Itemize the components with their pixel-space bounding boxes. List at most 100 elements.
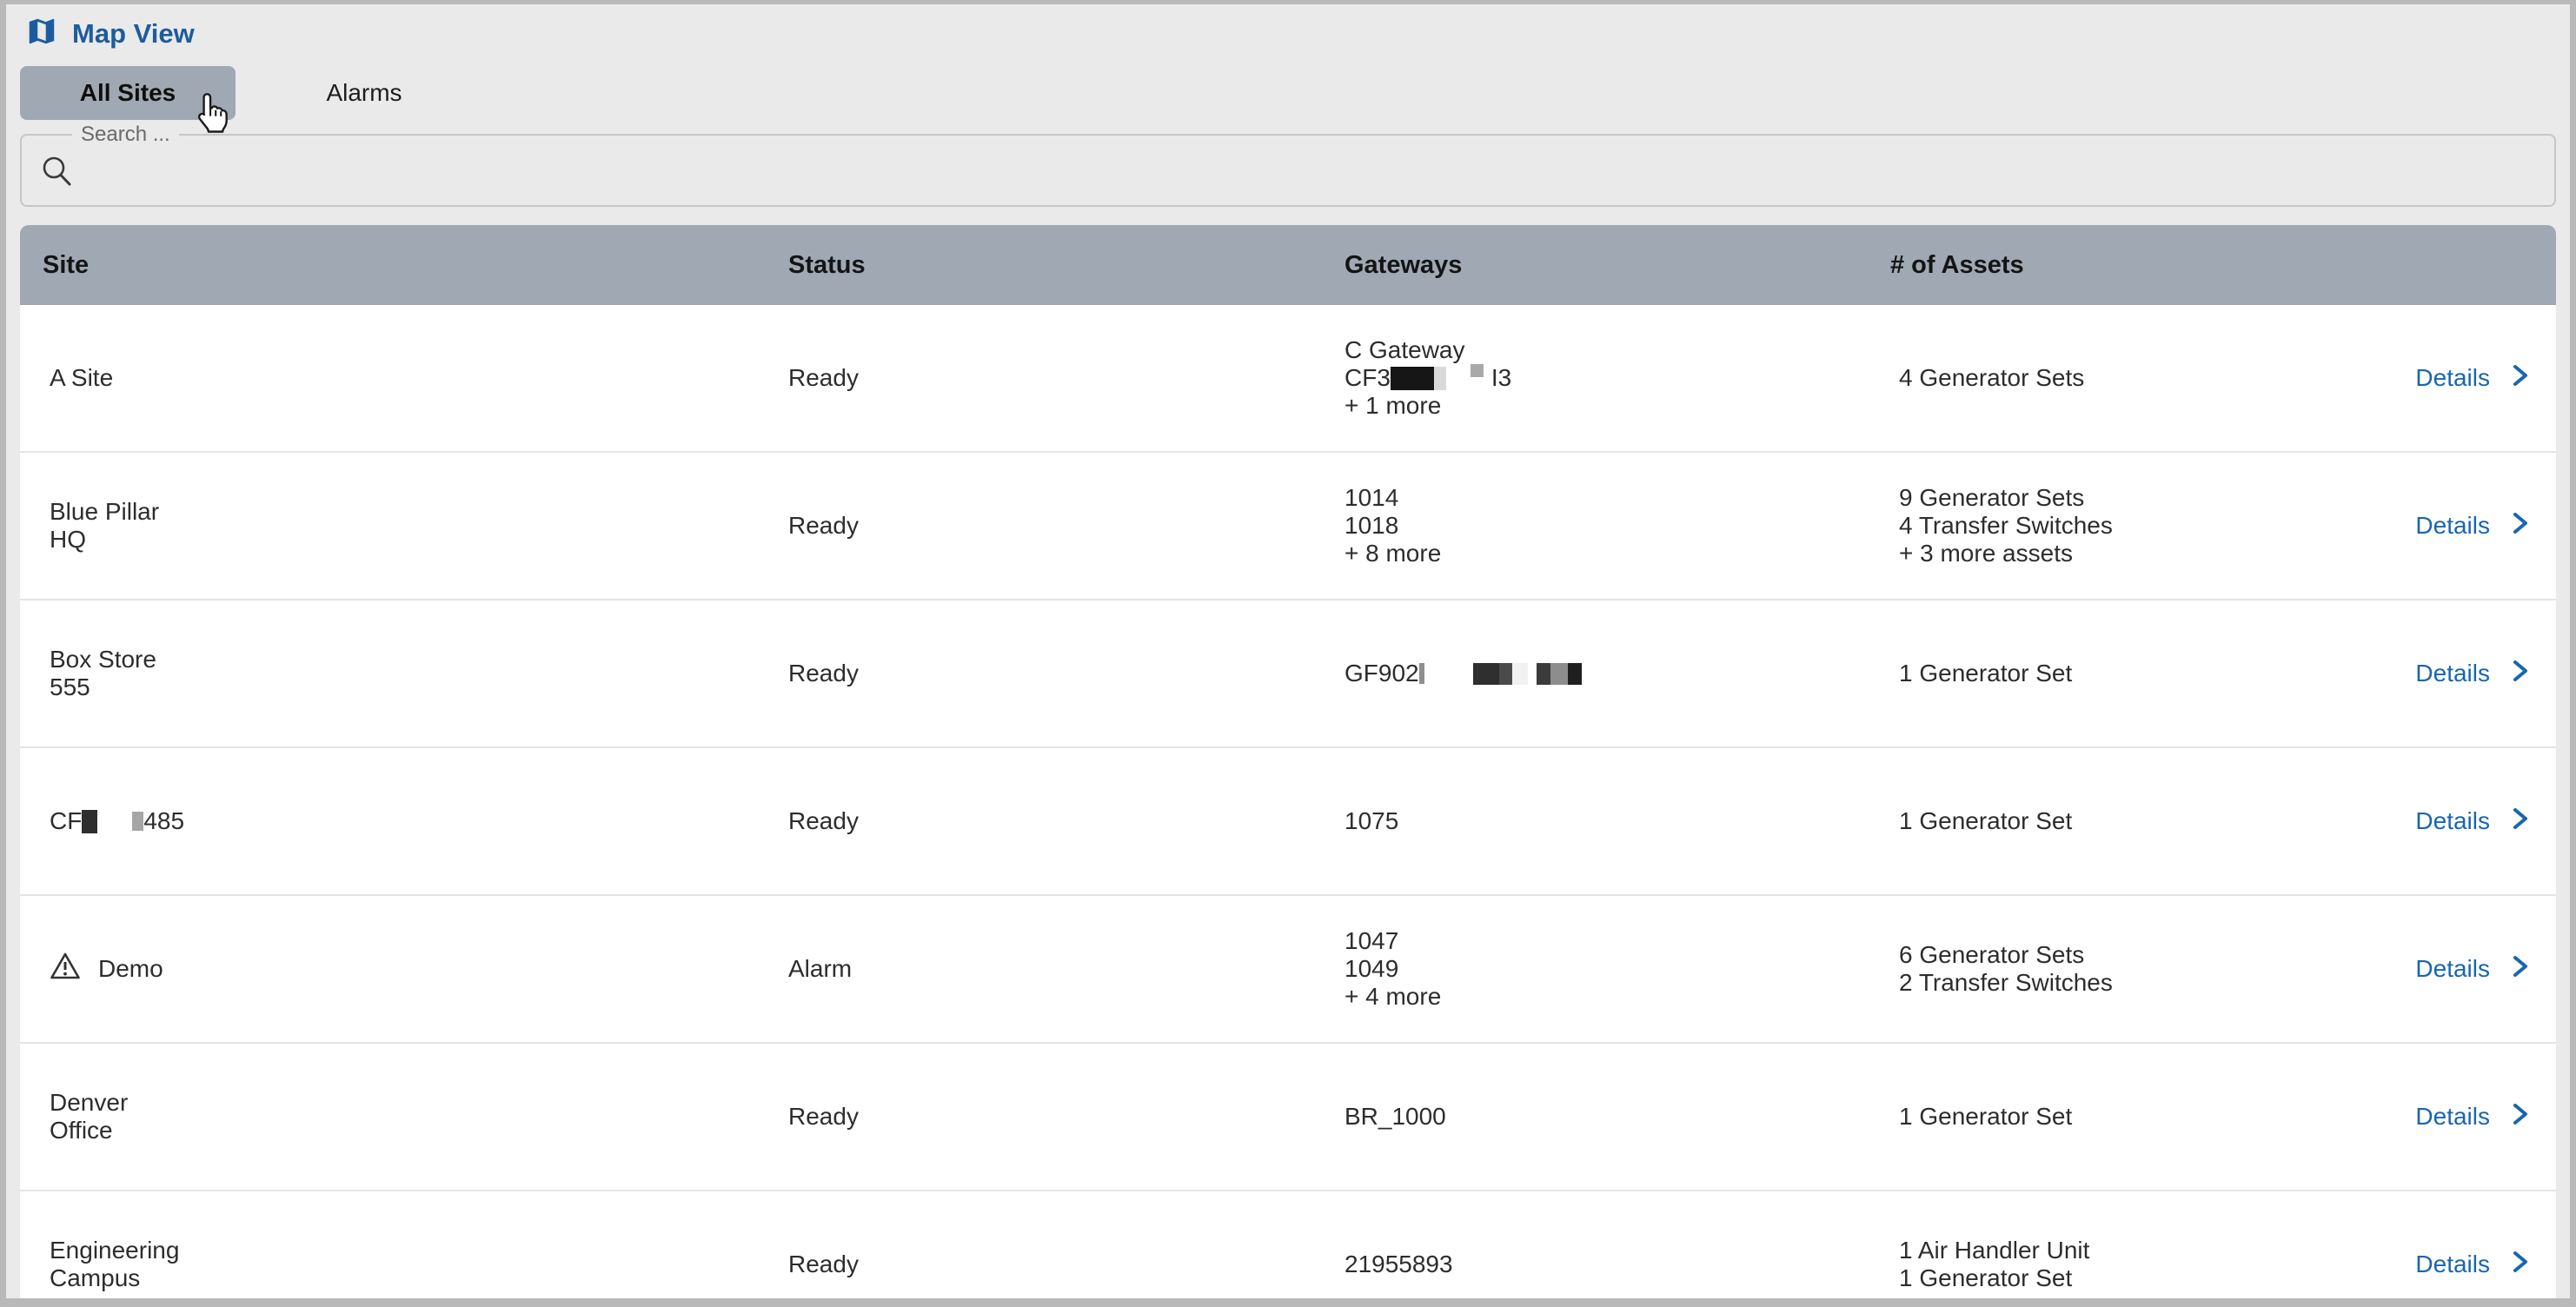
cell-line: C Gateway (1344, 336, 1890, 364)
chevron-right-icon[interactable] (2509, 1101, 2532, 1133)
redacted-block (1470, 364, 1484, 377)
table-body: A Site Ready C Gateway CF3 I3 + 1 more 4 Ge… (20, 305, 2556, 1298)
cell-line: Box Store (50, 646, 156, 673)
chevron-right-icon[interactable] (2509, 510, 2532, 542)
table-row: Blue Pillar HQ Ready 1014 1018 + 8 more 9 G… (20, 453, 2556, 600)
cell-text: 1 Generator Set (1899, 1264, 2073, 1291)
cell-text: + 1 more (1344, 392, 1442, 419)
cell-text: 1047 (1344, 927, 1399, 954)
cell-line: HQ (50, 526, 159, 554)
table-row: Engineering Campus Ready 21955893 1 Air H… (20, 1191, 2556, 1298)
gateways-cell: C Gateway CF3 I3 + 1 more (1344, 305, 1890, 451)
cell-text: 21955893 (1344, 1251, 1453, 1277)
gateways-cell: 1047 1049 + 4 more (1344, 896, 1890, 1042)
cell-text: Campus (50, 1264, 141, 1291)
table-row: Box Store 555 Ready GF902 1 Generator Set… (20, 600, 2556, 748)
search-field[interactable]: Search ... (20, 123, 2556, 207)
cell-line: 1 Generator Set (1899, 660, 2332, 687)
details-link[interactable]: Details (2415, 1103, 2490, 1130)
redacted-block (1498, 662, 1512, 685)
redacted-block (132, 812, 144, 831)
tab-all-sites[interactable]: All Sites (20, 66, 236, 120)
cell-line: Engineering (50, 1237, 179, 1264)
cell-line: 1 Generator Set (1899, 807, 2332, 835)
cell-line: 1 Generator Set (1899, 1103, 2332, 1131)
assets-cell: 9 Generator Sets 4 Transfer Switches + 3 m… (1890, 453, 2332, 599)
cell-line: Denver (50, 1089, 128, 1117)
assets-cell: 4 Generator Sets (1890, 305, 2332, 451)
table-row: Demo Alarm 1047 1049 + 4 more 6 Generator … (20, 896, 2556, 1044)
cell-text: 1014 (1344, 484, 1399, 511)
tab-alarms[interactable]: Alarms (256, 66, 472, 120)
details-link[interactable]: Details (2415, 364, 2490, 391)
site-cell: Demo (20, 896, 788, 1042)
cell-text: 1075 (1344, 807, 1399, 834)
assets-cell: 1 Air Handler Unit 1 Generator Set (1890, 1191, 2332, 1298)
tab-bar: All Sites Alarms (20, 66, 472, 120)
cell-text: A Site (50, 364, 114, 391)
cell-text: 1 Generator Set (1899, 1103, 2073, 1130)
search-input[interactable] (91, 136, 2537, 205)
gateways-cell: 1075 (1344, 748, 1890, 894)
table-row: CF 485 Ready 1075 1 Generator Set Details (20, 748, 2556, 896)
column-header-gateways: Gateways (1344, 250, 1463, 279)
cell-text: 4 Generator Sets (1899, 364, 2085, 391)
cell-text: CF (50, 807, 83, 834)
chevron-right-icon[interactable] (2509, 953, 2532, 985)
cell-text: BR_1000 (1344, 1103, 1446, 1130)
redacted-block (1433, 366, 1446, 390)
details-link[interactable]: Details (2415, 660, 2490, 687)
status-cell: Ready (788, 512, 859, 539)
chevron-right-icon[interactable] (2509, 1249, 2532, 1281)
cell-text: Demo (98, 955, 163, 982)
chevron-right-icon[interactable] (2509, 658, 2532, 690)
cell-line: 1075 (1344, 807, 1890, 835)
assets-cell: 6 Generator Sets 2 Transfer Switches (1890, 896, 2332, 1042)
column-header-assets: # of Assets (1890, 250, 2024, 279)
details-link[interactable]: Details (2415, 512, 2490, 539)
cell-line: + 1 more (1344, 392, 1890, 420)
chevron-right-icon[interactable] (2509, 362, 2532, 395)
cell-line: 1049 (1344, 955, 1890, 983)
cell-text: Engineering (50, 1237, 180, 1264)
cell-line: Office (50, 1117, 128, 1144)
details-link[interactable]: Details (2415, 955, 2490, 982)
assets-cell: 1 Generator Set (1890, 1044, 2332, 1190)
table-row: Denver Office Ready BR_1000 1 Generator S… (20, 1044, 2556, 1191)
details-link[interactable]: Details (2415, 1251, 2490, 1277)
cell-line: 1014 (1344, 484, 1890, 512)
cell-line: 4 Transfer Switches (1899, 512, 2332, 540)
cell-line: 1 Air Handler Unit (1899, 1237, 2332, 1264)
redacted-block (1390, 366, 1434, 390)
status-cell: Ready (788, 364, 859, 391)
site-name: CF 485 (50, 807, 184, 835)
cell-line: CF 485 (50, 807, 184, 835)
title-bar: Map View (25, 15, 195, 52)
chevron-right-icon[interactable] (2509, 806, 2532, 838)
site-cell: CF 485 (20, 748, 788, 894)
cell-text: + 3 more assets (1899, 540, 2073, 567)
cell-text: 555 (50, 673, 90, 700)
cell-line: 1 Generator Set (1899, 1264, 2332, 1292)
cell-text: 1 Air Handler Unit (1899, 1237, 2090, 1264)
assets-cell: 1 Generator Set (1890, 748, 2332, 894)
cell-line: 1047 (1344, 927, 1890, 955)
search-icon (41, 155, 76, 194)
cell-line: Campus (50, 1264, 179, 1292)
cell-text: HQ (50, 526, 86, 553)
site-name: Engineering Campus (50, 1237, 179, 1292)
cell-text: + 8 more (1344, 540, 1442, 567)
map-icon (25, 15, 58, 52)
redacted-block (1511, 662, 1528, 685)
cell-line: 4 Generator Sets (1899, 364, 2332, 392)
cell-text: Office (50, 1117, 113, 1144)
redacted-block (82, 809, 98, 833)
cell-text: Denver (50, 1089, 129, 1116)
cell-text: + 4 more (1344, 983, 1442, 1010)
warning-triangle-icon (50, 952, 81, 986)
cell-text: 1 Generator Set (1899, 660, 2073, 687)
details-link[interactable]: Details (2415, 807, 2490, 834)
cell-text: I3 (1490, 364, 1512, 391)
cell-text: 1018 (1344, 512, 1399, 539)
redacted-block (1418, 663, 1424, 684)
